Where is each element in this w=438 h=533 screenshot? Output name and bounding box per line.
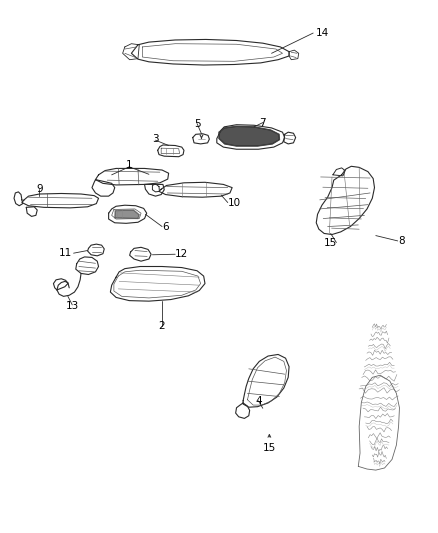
Text: 4: 4	[255, 396, 262, 406]
Text: 5: 5	[194, 119, 201, 128]
Text: 6: 6	[162, 222, 169, 231]
Text: 11: 11	[59, 248, 72, 258]
Text: 15: 15	[324, 238, 337, 247]
Text: 7: 7	[259, 118, 266, 127]
Text: 14: 14	[315, 28, 328, 38]
Text: 13: 13	[66, 302, 79, 311]
Text: 3: 3	[152, 134, 159, 143]
Text: 9: 9	[36, 184, 43, 194]
Text: 2: 2	[159, 321, 166, 331]
Text: 15: 15	[263, 443, 276, 453]
Text: 12: 12	[175, 249, 188, 259]
Text: 10: 10	[228, 198, 241, 207]
Text: 1: 1	[126, 160, 133, 170]
Polygon shape	[219, 126, 279, 146]
Polygon shape	[115, 210, 139, 219]
Text: 8: 8	[399, 236, 405, 246]
